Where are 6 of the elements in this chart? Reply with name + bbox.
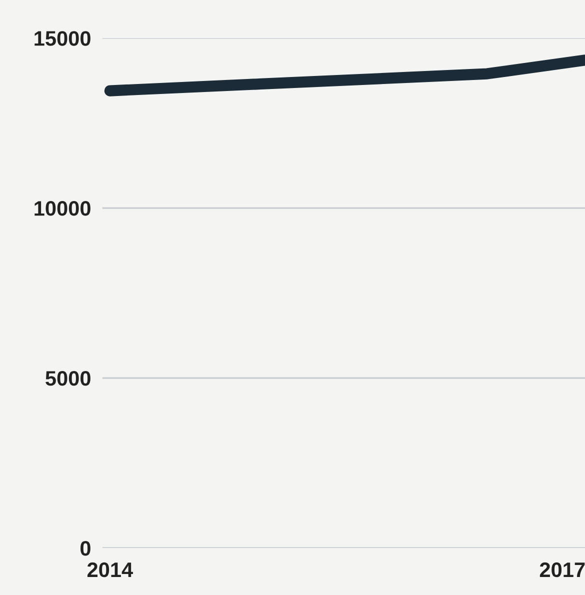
x-tick-label: 2014 <box>87 562 133 578</box>
y-tick-label: 5000 <box>46 371 90 386</box>
x-tick-label: 2017 <box>540 562 585 578</box>
y-tick-label: 15000 <box>34 31 90 46</box>
y-tick-label: 0 <box>80 540 90 556</box>
y-tick-label: 10000 <box>34 201 90 216</box>
